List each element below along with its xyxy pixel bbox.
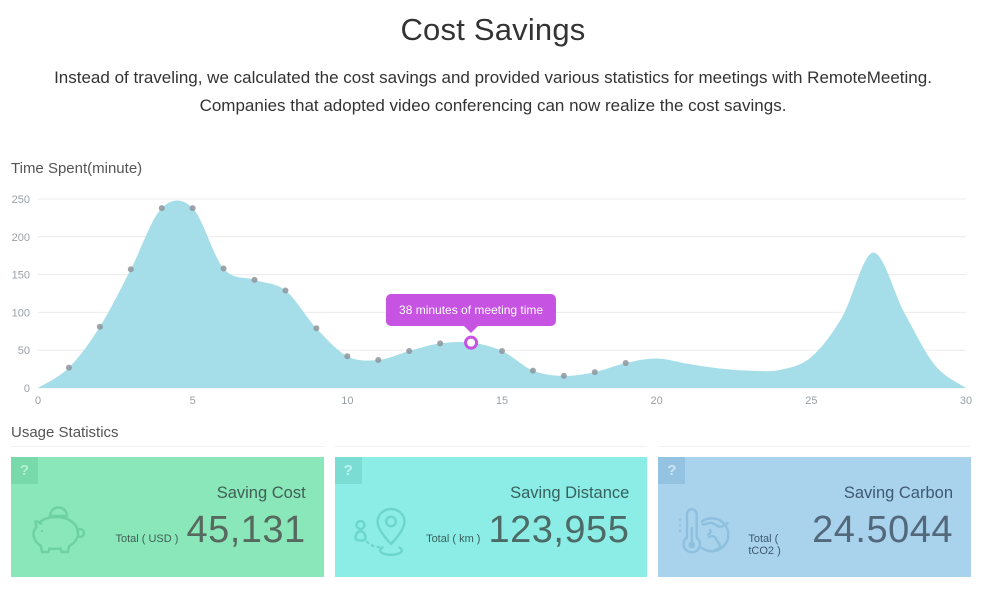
svg-text:200: 200: [12, 232, 30, 244]
stat-card-value: 24.5044: [812, 509, 954, 551]
svg-text:20: 20: [651, 395, 663, 407]
stat-card-saving-carbon: ? Saving Carbon Total (: [658, 446, 972, 577]
help-icon[interactable]: ?: [658, 457, 686, 484]
svg-text:0: 0: [35, 395, 41, 407]
stat-card-saving-cost: ? Saving Cost Total ( USD ) 45,131: [11, 446, 324, 577]
svg-text:100: 100: [12, 307, 30, 319]
chart-title: Time Spent(minute): [11, 160, 143, 177]
stat-card-title: Saving Carbon: [843, 484, 954, 502]
svg-text:25: 25: [805, 395, 817, 407]
svg-text:150: 150: [12, 270, 30, 282]
stat-card-saving-distance: ? Saving Distance Total ( km ) 123,955: [334, 446, 648, 577]
chart-tooltip: 38 minutes of meeting time: [386, 293, 557, 333]
stat-card-title: Saving Cost: [216, 484, 306, 502]
thermometer-globe-icon: [674, 503, 736, 559]
subtitle-line-2: Companies that adopted video conferencin…: [199, 96, 787, 115]
usage-statistics-label: Usage Statistics: [11, 424, 119, 441]
help-icon[interactable]: ?: [334, 457, 362, 484]
stat-card-content: Saving Distance Total ( km ) 123,955: [425, 457, 630, 577]
page-title: Cost Savings: [400, 12, 586, 47]
chart-tooltip-text: 38 minutes of meeting time: [399, 302, 544, 317]
stat-card-value-row: Total ( tCO2 ) 24.5044: [748, 509, 953, 557]
svg-text:0: 0: [24, 383, 30, 395]
svg-text:250: 250: [12, 194, 30, 206]
svg-text:10: 10: [341, 395, 353, 407]
svg-text:15: 15: [496, 395, 508, 407]
piggy-bank-icon: [27, 503, 89, 559]
time-spent-chart-section: Time Spent(minute) 0 50 100 150 200 250 0 5 10 15…: [0, 158, 986, 410]
stat-card-value-row: Total ( USD ) 45,131: [115, 509, 305, 552]
svg-text:5: 5: [190, 395, 196, 407]
cost-savings-page: Cost Savings Instead of traveling, we ca…: [0, 12, 986, 577]
stat-cards-row: ? Saving Cost Total ( USD ) 45,131 ?: [0, 446, 986, 577]
stat-card-unit: Total ( km ): [426, 533, 481, 545]
stat-card-unit: Total ( USD ): [115, 533, 179, 545]
time-spent-area-chart[interactable]: 0 50 100 150 200 250 0 5 10 15 20 25 30: [0, 158, 986, 410]
svg-text:30: 30: [960, 395, 972, 407]
stat-card-content: Saving Carbon Total ( tCO2 ) 24.5044: [748, 457, 953, 577]
stat-card-title: Saving Distance: [510, 484, 630, 502]
stat-card-unit: Total ( tCO2 ): [748, 533, 781, 557]
stat-card-value: 123,955: [488, 509, 630, 551]
svg-text:50: 50: [18, 345, 30, 357]
subtitle-line-1: Instead of traveling, we calculated the …: [54, 68, 932, 87]
chart-area: 0 50 100 150 200 250 0 5 10 15 20 25 30 38 minutes o…: [0, 158, 986, 410]
stat-card-value: 45,131: [186, 509, 306, 551]
stat-card-value-row: Total ( km ) 123,955: [426, 509, 629, 552]
page-subtitle: Instead of traveling, we calculated the …: [0, 64, 986, 120]
help-icon[interactable]: ?: [11, 457, 38, 484]
location-pin-icon: [351, 503, 413, 559]
stat-card-content: Saving Cost Total ( USD ) 45,131: [101, 457, 306, 577]
